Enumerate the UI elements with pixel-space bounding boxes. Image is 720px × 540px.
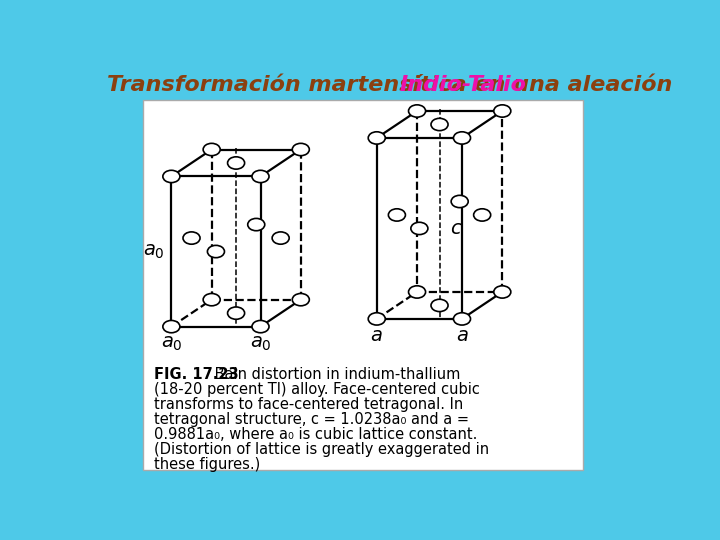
Ellipse shape: [248, 218, 265, 231]
Ellipse shape: [163, 170, 180, 183]
Text: $a$: $a$: [370, 326, 383, 346]
Ellipse shape: [431, 299, 448, 312]
Ellipse shape: [292, 294, 310, 306]
Ellipse shape: [368, 132, 385, 144]
Ellipse shape: [494, 105, 510, 117]
Ellipse shape: [408, 105, 426, 117]
Text: tetragonal structure, c = 1.0238a₀ and a =: tetragonal structure, c = 1.0238a₀ and a…: [153, 411, 469, 427]
Ellipse shape: [207, 245, 225, 258]
Text: Bain distortion in indium-thallium: Bain distortion in indium-thallium: [210, 367, 461, 382]
Text: 0.9881a₀, where a₀ is cubic lattice constant.: 0.9881a₀, where a₀ is cubic lattice cons…: [153, 427, 477, 442]
Ellipse shape: [431, 118, 448, 131]
Ellipse shape: [451, 195, 468, 208]
Text: $a_0$: $a_0$: [250, 334, 271, 353]
Text: Indio-Talio: Indio-Talio: [400, 75, 527, 95]
Bar: [143, 100, 583, 470]
Ellipse shape: [454, 313, 471, 325]
Text: transforms to face-centered tetragonal. In: transforms to face-centered tetragonal. …: [153, 397, 463, 411]
Ellipse shape: [252, 170, 269, 183]
Ellipse shape: [272, 232, 289, 244]
Ellipse shape: [408, 286, 426, 298]
Text: (Distortion of lattice is greatly exaggerated in: (Distortion of lattice is greatly exagge…: [153, 442, 489, 457]
Ellipse shape: [252, 320, 269, 333]
Ellipse shape: [474, 209, 490, 221]
Text: $a_0$: $a_0$: [161, 334, 182, 353]
Text: Transformación martensítica en una aleación: Transformación martensítica en una alea…: [107, 75, 680, 95]
Ellipse shape: [183, 232, 200, 244]
Text: FIG. 17.23: FIG. 17.23: [153, 367, 238, 382]
Ellipse shape: [494, 286, 510, 298]
Text: (18-20 percent Tl) alloy. Face-centered cubic: (18-20 percent Tl) alloy. Face-centered …: [153, 382, 480, 397]
Ellipse shape: [454, 132, 471, 144]
Ellipse shape: [388, 209, 405, 221]
Ellipse shape: [368, 313, 385, 325]
Text: $a_0$: $a_0$: [143, 242, 165, 261]
Text: $a$: $a$: [456, 326, 468, 346]
Ellipse shape: [163, 320, 180, 333]
Ellipse shape: [411, 222, 428, 234]
Ellipse shape: [203, 294, 220, 306]
Text: $c$: $c$: [451, 219, 463, 238]
Ellipse shape: [292, 143, 310, 156]
Ellipse shape: [228, 157, 245, 169]
Ellipse shape: [203, 143, 220, 156]
Ellipse shape: [228, 307, 245, 319]
Text: these figures.): these figures.): [153, 457, 260, 472]
